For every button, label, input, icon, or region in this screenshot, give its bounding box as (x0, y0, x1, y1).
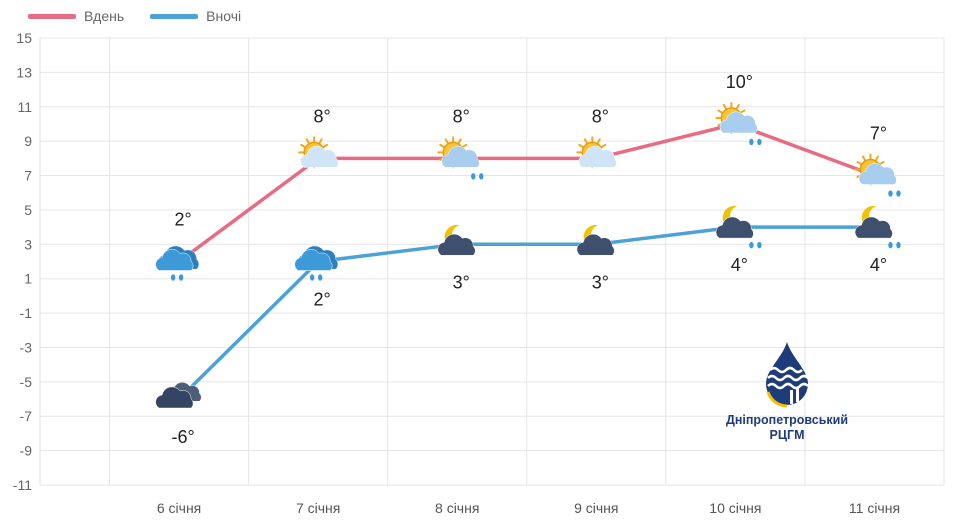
data-label-day: 10° (726, 72, 753, 92)
data-label-day: 8° (592, 106, 609, 126)
data-label-night: 3° (453, 272, 470, 292)
data-label-night: 4° (870, 255, 887, 275)
y-tick-label: 9 (24, 133, 32, 149)
cloud-overcast-icon (155, 382, 202, 409)
data-label-night: 4° (731, 255, 748, 275)
y-tick-label: -7 (20, 408, 33, 424)
cloud-rain-icon (155, 245, 200, 281)
data-label-day: 8° (314, 106, 331, 126)
y-tick-label: 15 (16, 30, 32, 46)
series-line-night (177, 225, 875, 401)
legend-swatch-night (150, 13, 199, 19)
moon-cloud-rain-icon (854, 205, 901, 249)
moon-cloud-icon (576, 225, 615, 256)
sun-cloud-icon (576, 136, 617, 169)
data-label-night: 3° (592, 272, 609, 292)
sun-cloud-rain-icon (854, 153, 901, 197)
legend-label-day: Вдень (84, 8, 125, 24)
legend-item-day[interactable]: Вдень (28, 8, 124, 24)
x-tick-label: 11 січня (849, 500, 900, 516)
y-tick-label: 1 (24, 271, 32, 287)
legend-label-night: Вночі (206, 8, 242, 24)
data-label-night: -6° (171, 427, 194, 447)
x-tick-label: 6 січня (157, 500, 201, 516)
data-label-day: 2° (174, 210, 191, 230)
data-label-day: 8° (453, 106, 470, 126)
sun-cloud-rain-icon (715, 101, 762, 146)
series-line-day (178, 122, 876, 263)
y-tick-label: -9 (20, 443, 33, 459)
x-tick-label: 9 січня (574, 500, 618, 516)
logo-text-line1: Дніпропетровський (725, 413, 849, 427)
legend-swatch-day (28, 13, 76, 19)
drop-logo-icon (766, 342, 809, 408)
sun-cloud-rain-icon (437, 136, 484, 180)
x-tick-label: 8 січня (435, 500, 479, 516)
y-tick-label: -1 (20, 305, 33, 321)
x-tick-label: 10 січня (709, 500, 761, 516)
y-tick-label: 11 (17, 99, 32, 115)
data-label-day: 7° (870, 124, 887, 144)
cloud-rain-icon (294, 245, 339, 281)
y-tick-label: -5 (20, 374, 33, 390)
x-tick-label: 7 січня (296, 500, 340, 516)
moon-cloud-icon (437, 225, 476, 256)
y-tick-label: 5 (24, 202, 32, 218)
y-tick-label: 3 (24, 236, 32, 252)
moon-cloud-rain-icon (715, 205, 762, 249)
data-label-night: 2° (314, 290, 331, 310)
y-tick-label: -11 (13, 477, 32, 493)
y-tick-label: -3 (20, 339, 33, 355)
logo-text-line2: РЦГМ (769, 428, 805, 442)
legend-item-night[interactable]: Вночі (150, 8, 241, 24)
y-tick-label: 7 (24, 168, 32, 184)
sun-cloud-icon (298, 136, 339, 169)
hydromet-logo: Дніпропетровський РЦГМ (712, 340, 862, 443)
y-tick-label: 13 (16, 64, 32, 80)
chart-legend: Вдень Вночі (0, 6, 241, 26)
